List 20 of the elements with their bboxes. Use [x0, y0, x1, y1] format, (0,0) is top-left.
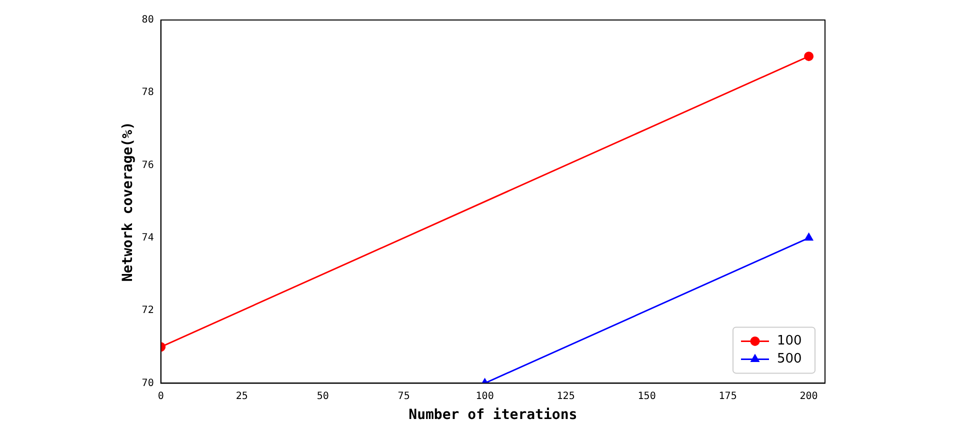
legend-label: 100: [777, 334, 802, 349]
x-tick-label: 50: [316, 390, 329, 402]
y-tick-label: 76: [142, 160, 154, 171]
x-tick-label: 25: [236, 390, 248, 402]
y-tick-label: 74: [142, 232, 154, 244]
y-tick-label: 78: [142, 87, 154, 98]
y-tick-label: 70: [142, 378, 154, 389]
y-tick-label: 72: [142, 305, 154, 316]
point: [804, 52, 814, 62]
x-tick-label: 150: [638, 390, 656, 402]
x-tick-label: 125: [556, 390, 575, 402]
x-tick-label: 75: [398, 390, 410, 402]
x-axis-title: Number of iterations: [408, 407, 578, 424]
legend-label: 500: [777, 352, 802, 367]
y-tick-label: 80: [142, 14, 154, 26]
x-tick-label: 200: [800, 390, 818, 402]
y-axis-title: Network coverage(%): [120, 122, 136, 282]
x-tick-label: 0: [158, 390, 164, 402]
x-tick-label: 175: [718, 390, 737, 402]
x-tick-label: 100: [476, 390, 494, 402]
